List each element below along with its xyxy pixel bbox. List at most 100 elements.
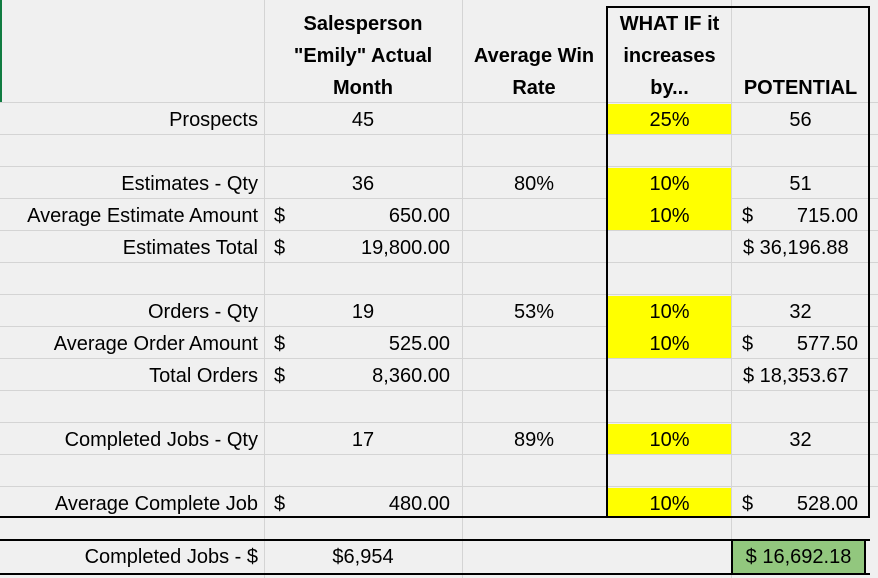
- border-line: [606, 6, 608, 518]
- row-label[interactable]: Average Order Amount: [53, 333, 258, 355]
- actual-dollar-sign[interactable]: $: [274, 205, 286, 227]
- winrate-value[interactable]: [462, 232, 606, 264]
- row-label[interactable]: Orders - Qty: [147, 301, 258, 323]
- gridline: [0, 486, 878, 487]
- gridline: [0, 422, 878, 423]
- actual-value[interactable]: 8,360.00: [372, 365, 450, 387]
- potential-value[interactable]: 32: [789, 301, 812, 323]
- potential-value[interactable]: $ 18,353.67: [743, 365, 849, 387]
- whatif-value[interactable]: [608, 232, 731, 264]
- gridline: [462, 0, 463, 578]
- winrate-value[interactable]: [462, 488, 606, 520]
- gridline: [0, 358, 878, 359]
- gridline: [0, 230, 878, 231]
- row-label[interactable]: Estimates Total: [122, 237, 258, 259]
- whatif-value[interactable]: 10%: [649, 205, 690, 227]
- gridline: [0, 134, 878, 135]
- actual-dollar-sign[interactable]: $: [274, 365, 286, 387]
- winrate-value[interactable]: [462, 200, 606, 232]
- whatif-value[interactable]: 10%: [649, 301, 690, 323]
- potential-dollar-sign[interactable]: $: [742, 333, 754, 355]
- whatif-value[interactable]: [608, 360, 731, 392]
- winrate-value[interactable]: 53%: [513, 301, 555, 323]
- actual-dollar-sign[interactable]: $: [274, 493, 286, 515]
- header-potential: POTENTIAL: [733, 72, 868, 104]
- actual-value[interactable]: 480.00: [388, 493, 450, 515]
- gridline: [0, 198, 878, 199]
- gridline: [0, 262, 878, 263]
- border-line: [731, 539, 733, 575]
- row-label[interactable]: Total Orders: [149, 365, 258, 387]
- gridline: [0, 166, 878, 167]
- header-line: Average Win: [473, 45, 595, 67]
- header-line: increases: [623, 45, 716, 67]
- whatif-value[interactable]: 10%: [649, 173, 690, 195]
- border-line: [864, 539, 866, 575]
- highlight-cell: [608, 424, 731, 454]
- gridline: [0, 454, 878, 455]
- potential-value[interactable]: 528.00: [796, 493, 858, 515]
- row-label[interactable]: Completed Jobs - Qty: [64, 429, 258, 451]
- actual-value[interactable]: 17: [351, 429, 375, 451]
- potential-dollar-sign[interactable]: $: [742, 493, 754, 515]
- winrate-value[interactable]: 89%: [513, 429, 555, 451]
- potential-value[interactable]: $ 36,196.88: [743, 237, 849, 259]
- header-line: Salesperson: [303, 13, 423, 35]
- actual-value[interactable]: 525.00: [388, 333, 450, 355]
- whatif-value[interactable]: 10%: [649, 333, 690, 355]
- border-line: [0, 516, 870, 518]
- winrate-value[interactable]: 80%: [513, 173, 555, 195]
- header-line: Month: [333, 77, 393, 99]
- whatif-value[interactable]: 10%: [649, 429, 690, 451]
- selection-edge: [0, 0, 2, 102]
- highlight-cell: [608, 168, 731, 230]
- highlight-cell: [608, 104, 731, 134]
- winrate-value[interactable]: [462, 360, 606, 392]
- header-line: POTENTIAL: [743, 77, 858, 99]
- potential-value[interactable]: 51: [789, 173, 812, 195]
- border-line: [606, 6, 870, 8]
- gridline: [0, 294, 878, 295]
- border-line: [0, 573, 870, 575]
- actual-value[interactable]: 650.00: [388, 205, 450, 227]
- potential-dollar-sign[interactable]: $: [742, 205, 754, 227]
- potential-value[interactable]: 32: [789, 429, 812, 451]
- row-label[interactable]: Average Estimate Amount: [27, 205, 258, 227]
- potential-value[interactable]: 56: [789, 109, 812, 131]
- potential-value[interactable]: 577.50: [796, 333, 858, 355]
- header-line: WHAT IF it: [619, 13, 720, 35]
- actual-value[interactable]: 19: [351, 301, 375, 323]
- total-actual[interactable]: $6,954: [332, 546, 394, 568]
- row-label[interactable]: Average Complete Job: [54, 493, 258, 515]
- actual-dollar-sign[interactable]: $: [274, 237, 286, 259]
- header-line: Rate: [512, 77, 556, 99]
- header-actual: Salesperson "Emily" Actual Month: [264, 8, 462, 104]
- winrate-value[interactable]: [462, 328, 606, 360]
- actual-value[interactable]: 19,800.00: [361, 237, 450, 259]
- actual-value[interactable]: 36: [351, 173, 375, 195]
- gridline: [264, 0, 265, 578]
- gridline: [0, 390, 878, 391]
- row-label[interactable]: Estimates - Qty: [121, 173, 258, 195]
- header-winrate: Average Win Rate: [462, 40, 606, 104]
- highlight-cell: [608, 296, 731, 358]
- highlight-cell: [608, 488, 731, 516]
- gridline: [0, 326, 878, 327]
- header-line: "Emily" Actual: [293, 45, 433, 67]
- gridline: [0, 102, 878, 103]
- result-cell-fill: [733, 541, 864, 573]
- header-line: by...: [650, 77, 689, 99]
- border-line: [0, 539, 870, 541]
- winrate-value[interactable]: [462, 104, 606, 136]
- actual-value[interactable]: 45: [351, 109, 375, 131]
- row-label[interactable]: Prospects: [169, 109, 258, 131]
- potential-value[interactable]: 715.00: [796, 205, 858, 227]
- total-potential[interactable]: $ 16,692.18: [745, 546, 852, 568]
- total-label[interactable]: Completed Jobs - $: [84, 546, 258, 568]
- actual-dollar-sign[interactable]: $: [274, 333, 286, 355]
- whatif-value[interactable]: 10%: [649, 493, 690, 515]
- header-whatif: WHAT IF it increases by...: [608, 8, 731, 104]
- whatif-value[interactable]: 25%: [649, 109, 690, 131]
- gridline: [731, 0, 732, 578]
